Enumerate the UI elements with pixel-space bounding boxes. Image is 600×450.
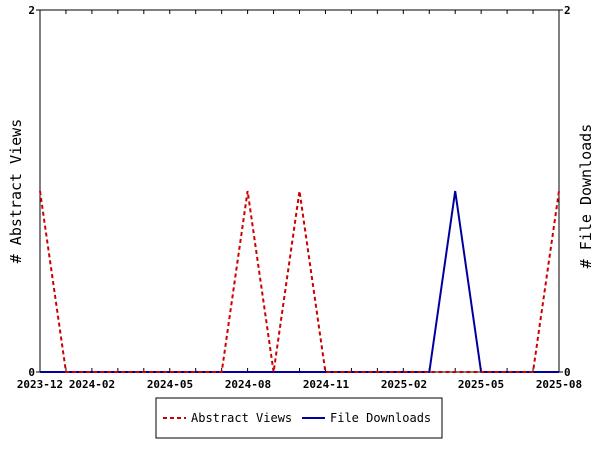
x-tick-label: 2024-08 xyxy=(225,378,271,391)
y-right-tick-bottom: 0 xyxy=(564,366,571,379)
x-tick-label: 2023-12 xyxy=(17,378,63,391)
y-right-axis-title: # File Downloads xyxy=(577,124,595,269)
legend-label-abstract-views: Abstract Views xyxy=(191,411,292,425)
y-right-tick-top: 2 xyxy=(564,4,571,17)
y-left-axis-title: # Abstract Views xyxy=(7,119,25,264)
legend: Abstract Views File Downloads xyxy=(155,397,443,439)
plot-area xyxy=(39,9,560,373)
legend-box xyxy=(155,397,443,439)
y-left-tick-top: 2 xyxy=(28,4,35,17)
y-left-tick-bottom: 0 xyxy=(28,366,35,379)
x-tick-labels: 2023-12 2024-02 2024-05 2024-08 2024-11 … xyxy=(17,378,582,391)
legend-label-file-downloads: File Downloads xyxy=(330,411,431,425)
x-tick-label: 2024-02 xyxy=(69,378,115,391)
x-tick-label: 2025-05 xyxy=(458,378,504,391)
x-tick-label: 2024-05 xyxy=(147,378,193,391)
x-tick-label: 2025-08 xyxy=(536,378,582,391)
x-tick-label: 2025-02 xyxy=(381,378,427,391)
series-line-file-downloads xyxy=(40,190,559,373)
x-tick-label: 2024-11 xyxy=(303,378,350,391)
series-layer xyxy=(39,190,560,373)
